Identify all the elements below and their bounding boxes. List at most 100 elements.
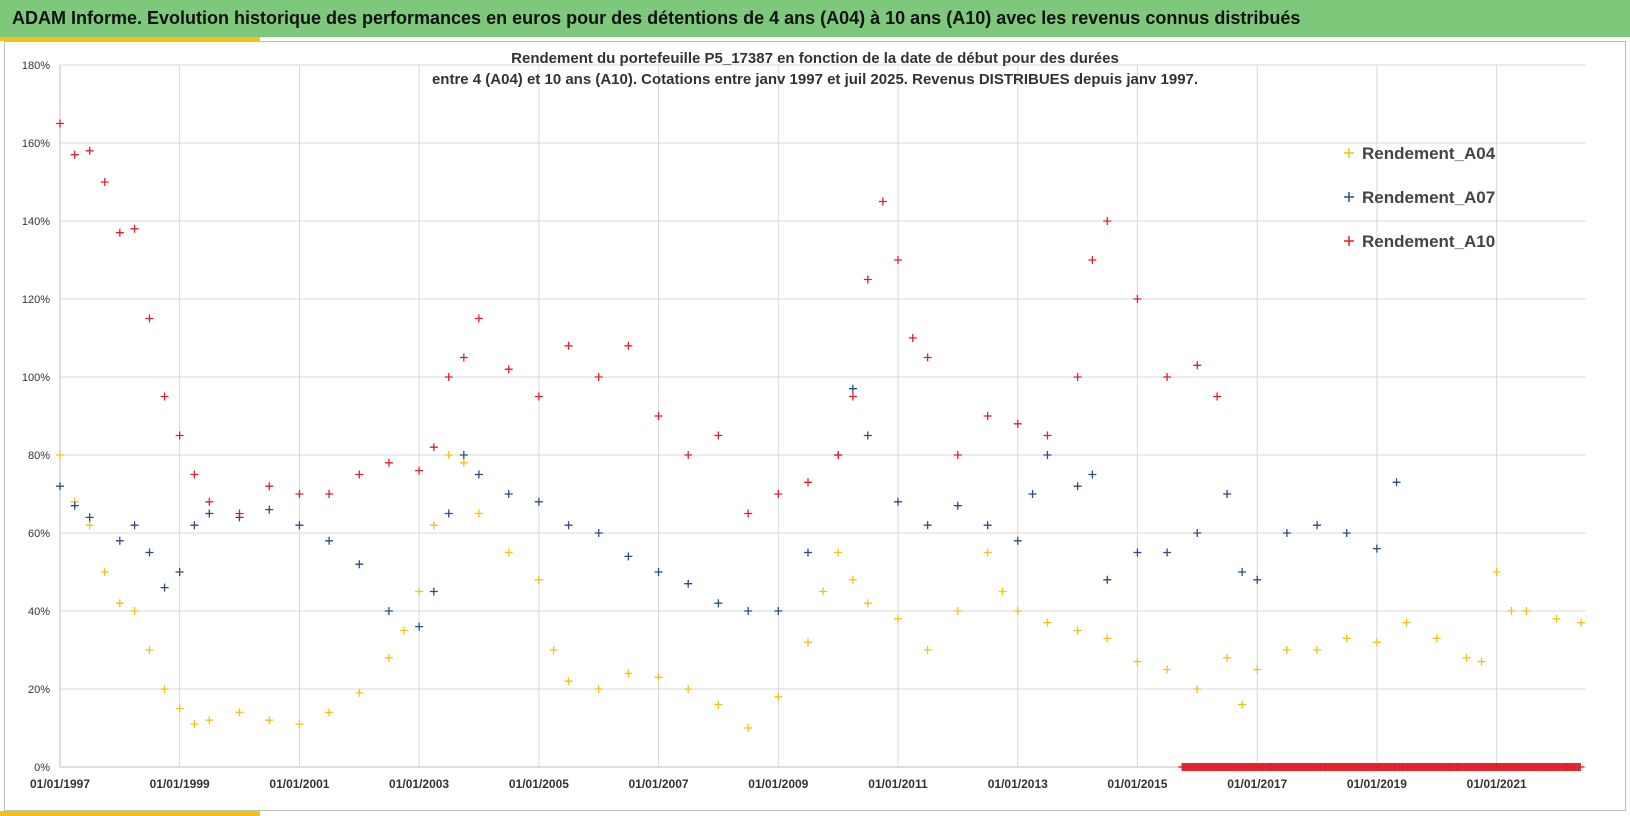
point-rendement-a07 [1342, 529, 1351, 537]
point-rendement-a04 [205, 716, 214, 725]
point-rendement-a04 [459, 458, 468, 467]
point-rendement-a04 [1462, 653, 1471, 662]
y-tick-label: 40% [28, 606, 50, 618]
point-rendement-a10 [654, 412, 663, 420]
point-rendement-a04 [100, 568, 109, 576]
point-rendement-a10 [504, 365, 513, 374]
grid-lines [59, 64, 1586, 768]
point-rendement-a04 [56, 451, 64, 459]
point-rendement-a10 [1043, 431, 1052, 440]
point-rendement-a10 [295, 490, 304, 498]
page-title: ADAM Informe. Evolution historique des p… [12, 8, 1301, 28]
y-tick-label: 120% [22, 294, 50, 306]
point-rendement-a04 [175, 704, 184, 713]
point-rendement-a10 [774, 490, 783, 498]
point-rendement-a10 [115, 228, 124, 237]
point-zero-marker [1576, 763, 1585, 771]
point-rendement-a04 [190, 720, 199, 729]
chart-frame [4, 41, 1626, 811]
y-tick-label: 20% [28, 684, 50, 696]
point-rendement-a10 [1013, 419, 1022, 428]
point-rendement-a04 [549, 646, 558, 654]
point-rendement-a04 [160, 685, 169, 693]
point-rendement-a10 [355, 470, 364, 479]
point-rendement-a07 [953, 501, 962, 510]
point-rendement-a04 [1342, 634, 1351, 643]
point-rendement-a07 [325, 536, 334, 545]
point-rendement-a10 [1213, 392, 1222, 401]
y-tick-label: 80% [28, 450, 50, 462]
point-rendement-a04 [1163, 665, 1172, 674]
point-rendement-a04 [1238, 700, 1247, 709]
legend-label: Rendement_A10 [1362, 232, 1495, 251]
point-rendement-a10 [1088, 256, 1097, 264]
point-rendement-a10 [624, 341, 633, 350]
point-rendement-a04 [1223, 653, 1232, 662]
point-rendement-a07 [295, 521, 304, 530]
point-rendement-a04 [848, 575, 857, 584]
point-rendement-a07 [1313, 521, 1322, 530]
point-rendement-a10 [325, 490, 334, 498]
point-rendement-a04 [534, 575, 543, 584]
point-rendement-a04 [654, 673, 663, 682]
point-rendement-a04 [400, 626, 409, 635]
point-rendement-a07 [429, 587, 438, 596]
point-rendement-a07 [848, 384, 857, 393]
point-rendement-a04 [1552, 614, 1561, 623]
point-rendement-a07 [804, 548, 813, 557]
point-rendement-a07 [564, 521, 573, 530]
point-rendement-a07 [145, 548, 154, 557]
legend-marker [1344, 192, 1354, 202]
legend: Rendement_A04 Rendement_A07 Rendement_A10 [1344, 144, 1496, 251]
legend-marker [1344, 236, 1354, 246]
point-rendement-a07 [1133, 548, 1142, 557]
x-tick-label: 01/01/1999 [150, 777, 210, 791]
point-rendement-a07 [384, 607, 393, 615]
point-rendement-a04 [714, 700, 723, 709]
point-rendement-a07 [1088, 470, 1097, 479]
point-rendement-a07 [594, 529, 603, 537]
point-rendement-a10 [205, 497, 214, 506]
y-tick-label: 140% [22, 216, 50, 228]
point-rendement-a07 [983, 521, 992, 530]
point-rendement-a10 [1103, 217, 1112, 225]
point-rendement-a04 [429, 521, 438, 530]
x-tick-label: 01/01/2011 [868, 777, 928, 791]
point-rendement-a04 [384, 653, 393, 662]
y-tick-label: 100% [22, 372, 50, 384]
point-rendement-a07 [684, 579, 693, 588]
point-rendement-a04 [1522, 607, 1531, 615]
x-tick-label: 01/01/1997 [30, 777, 90, 791]
x-tick-label: 01/01/2003 [389, 777, 449, 791]
point-rendement-a10 [160, 392, 169, 401]
legend-label: Rendement_A04 [1362, 144, 1496, 163]
point-rendement-a10 [804, 478, 813, 487]
point-rendement-a07 [1193, 529, 1202, 537]
point-rendement-a04 [684, 685, 693, 693]
point-rendement-a04 [1477, 657, 1486, 666]
point-rendement-a04 [983, 548, 992, 557]
point-rendement-a04 [1492, 568, 1501, 576]
point-rendement-a07 [923, 521, 932, 530]
x-tick-label: 01/01/2001 [269, 777, 329, 791]
point-rendement-a04 [1282, 646, 1291, 654]
point-rendement-a04 [145, 646, 154, 654]
x-tick-label: 01/01/2021 [1467, 777, 1527, 791]
point-rendement-a07 [56, 482, 64, 491]
point-rendement-a04 [235, 708, 244, 717]
point-rendement-a07 [474, 470, 483, 479]
point-rendement-a04 [744, 724, 753, 732]
point-rendement-a10 [1073, 373, 1082, 381]
point-rendement-a07 [115, 536, 124, 545]
point-rendement-a10 [714, 431, 723, 440]
point-rendement-a07 [160, 583, 169, 592]
data-points [56, 119, 1586, 771]
accent-bar-top [0, 37, 260, 41]
point-rendement-a04 [834, 548, 843, 557]
x-tick-label: 01/01/2009 [748, 777, 808, 791]
point-rendement-a04 [1193, 685, 1202, 693]
point-rendement-a04 [1577, 618, 1586, 627]
point-rendement-a07 [205, 509, 214, 518]
point-rendement-a07 [1282, 529, 1291, 537]
point-rendement-a04 [594, 685, 603, 693]
